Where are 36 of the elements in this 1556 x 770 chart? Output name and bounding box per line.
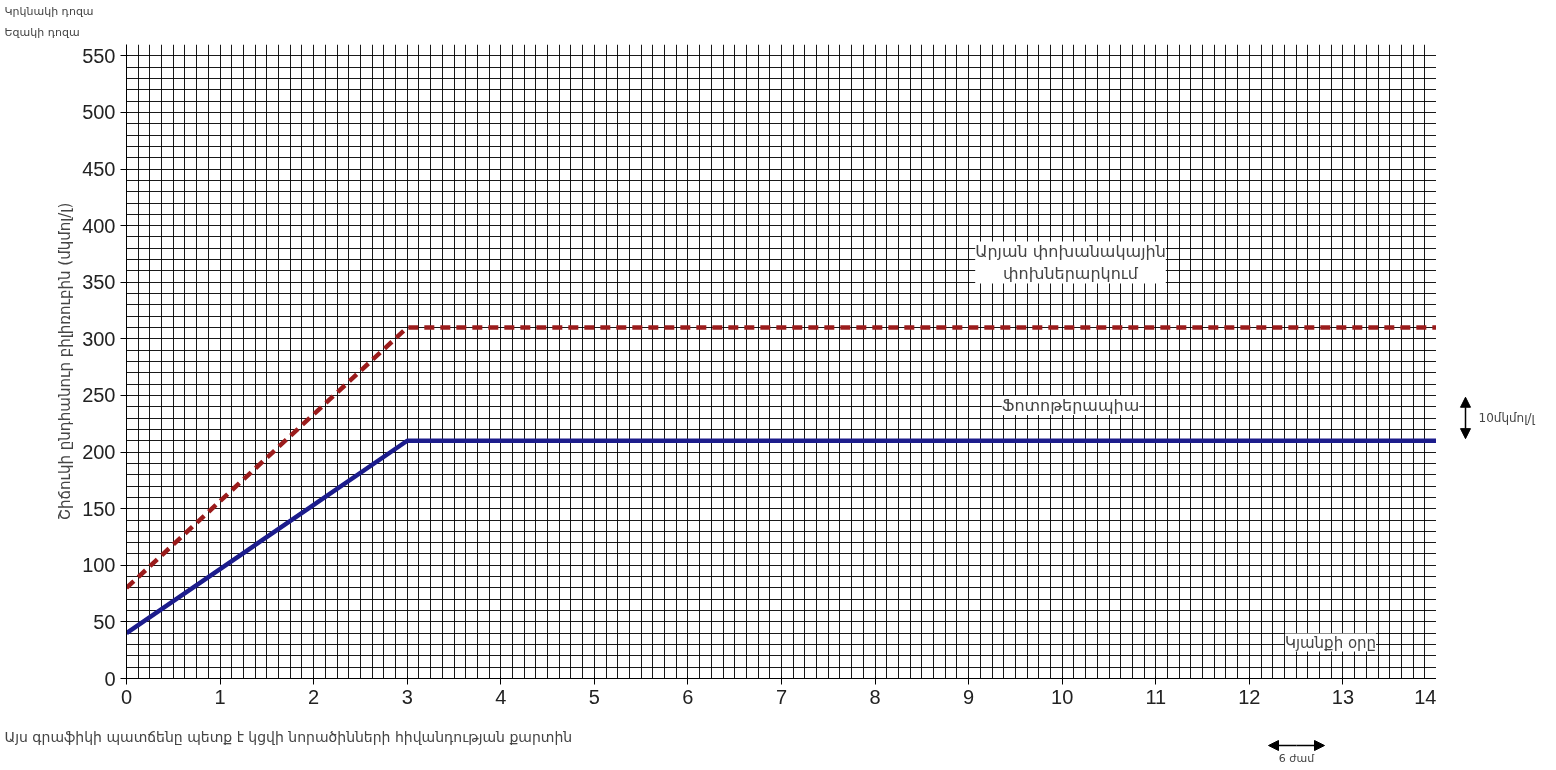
x-tick-label: 9 bbox=[963, 685, 975, 708]
text: 6 ժամ bbox=[1278, 752, 1316, 765]
y-tick-label: 500 bbox=[82, 101, 116, 124]
annotation: Ֆոտոթերապիա bbox=[1001, 396, 1140, 415]
text: Կրկնակի դոզա bbox=[4, 5, 94, 18]
x-tick-label: 4 bbox=[495, 685, 507, 708]
x-tick-label: 12 bbox=[1238, 685, 1261, 708]
x-tick-label: 13 bbox=[1331, 685, 1355, 708]
x-tick-label: 1 bbox=[214, 685, 226, 708]
x-tick-label: 2 bbox=[308, 685, 320, 708]
x-tick-label: 7 bbox=[775, 685, 788, 708]
text: 10մկմոլ/լ bbox=[1478, 410, 1536, 425]
y-tick-label: 0 bbox=[104, 667, 116, 690]
annotation: Կյանքի օրը bbox=[1284, 633, 1377, 652]
text: Այս գրաֆիկի պատճենը պետք է կցվի նորածինների հիվանդության քարտին bbox=[4, 728, 573, 745]
y-tick-label: 550 bbox=[82, 44, 116, 67]
x-tick-label: 0 bbox=[120, 685, 133, 708]
x-tick-label: 3 bbox=[401, 685, 413, 708]
x-tick-label: 11 bbox=[1145, 685, 1167, 708]
annotation: Արյան փոխանակային փոխներարկում bbox=[975, 241, 1166, 284]
x-tick-label: 10 bbox=[1051, 685, 1074, 708]
y-tick-label: 200 bbox=[82, 441, 116, 464]
y-tick-label: 400 bbox=[82, 214, 116, 237]
y-tick-label: 350 bbox=[82, 271, 116, 294]
x-tick-label: 8 bbox=[869, 685, 881, 708]
text: Եզակի դոզա bbox=[4, 26, 80, 39]
y-tick-label: 300 bbox=[82, 327, 116, 350]
x-tick-label: 6 bbox=[682, 685, 694, 708]
x-tick-label: 14 bbox=[1414, 685, 1437, 708]
y-tick-label: 100 bbox=[82, 554, 116, 577]
y-tick-label: 250 bbox=[82, 384, 116, 407]
x-tick-label: 5 bbox=[588, 685, 600, 708]
y-tick-label: 50 bbox=[93, 610, 116, 633]
y-tick-label: 150 bbox=[82, 497, 116, 520]
y-tick-label: 450 bbox=[82, 158, 116, 181]
y-axis-title: Շիճուկի ընդհանուր բիլիռուբին (մկմոլ/լ) bbox=[56, 202, 75, 521]
